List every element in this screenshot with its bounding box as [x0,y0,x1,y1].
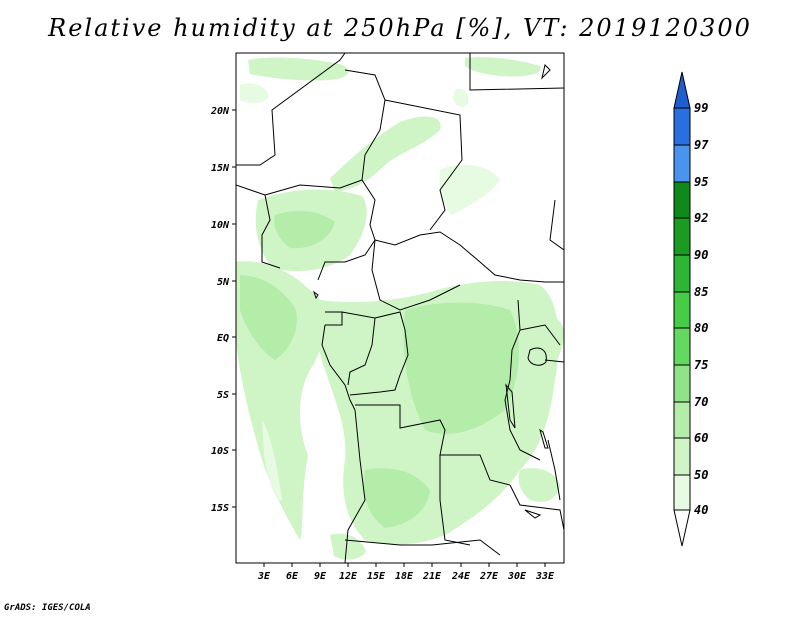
lat-label: 10S [211,446,229,457]
humidity-patch-sahel-east [439,164,500,215]
border-line [509,484,564,531]
colorbar-label: 50 [694,468,708,482]
border-line [544,359,564,363]
border-line [349,311,409,396]
border-line [325,311,343,326]
humidity-patch-west-africa-inner [274,210,335,249]
lat-label: 5N [217,277,230,288]
colorbar-labels: 99 97 95 92 90 85 80 75 70 60 50 40 [694,101,709,517]
humidity-patch-north-west-2 [240,83,269,104]
border-line [519,324,561,346]
lat-axis: 20N 15N 10N 5N EQ 5S 10S 15S [210,106,236,514]
lon-label: 21E [422,571,442,582]
lat-label: 15N [211,163,230,174]
lon-label: 3E [257,571,271,582]
border-line [321,324,356,411]
colorbar-label: 90 [694,248,708,262]
colorbar-box [673,254,691,293]
footer-credit: GrADS: IGES/COLA [4,603,91,613]
humidity-patch-north-east-2 [453,88,469,107]
humidity-patch-south-inner [363,468,430,528]
colorbar-label: 85 [694,285,708,299]
colorbar-label: 92 [694,211,708,225]
lake-outline [524,509,542,519]
lat-label: 10N [211,220,230,231]
lat-label: 20N [210,106,230,117]
border-line [344,539,432,546]
border-line [549,199,564,251]
country-borders [236,53,564,563]
colorbar-label: 75 [694,358,708,372]
colorbar-box [673,217,691,256]
lon-label: 30E [507,571,527,582]
humidity-patch-central-inner [403,302,520,434]
lon-label: 27E [479,571,499,582]
colorbar [673,71,691,547]
colorbar-box [673,364,691,403]
lon-label: 33E [535,571,555,582]
lon-label: 6E [286,571,299,582]
border-line [371,239,461,311]
lake-outline [527,347,547,366]
border-line [504,299,541,461]
colorbar-label: 70 [694,395,708,409]
humidity-patch-kenya [528,314,564,372]
colorbar-box [673,401,691,439]
humidity-patch-north-west [248,57,349,81]
border-line [341,311,376,386]
border-line [236,184,281,269]
humidity-patch-south-east [518,468,560,502]
colorbar-label: 80 [694,321,708,335]
humidity-field [236,57,564,560]
colorbar-box [673,437,691,476]
humidity-patch-south-west-streak [262,420,282,501]
colorbar-label: 40 [694,503,708,517]
lon-axis: 3E 6E 9E 12E 15E 18E 21E 24E 27E 30E 33E [257,563,555,582]
humidity-patch-south-bottom [330,533,366,560]
border-line [355,404,511,486]
map-frame [235,52,565,564]
lake-outline [505,383,516,429]
border-line [469,53,564,91]
border-line [236,53,346,166]
colorbar-label: 95 [694,175,708,189]
lake-outline [539,428,549,449]
border-line [264,179,376,281]
humidity-patch-sahel-band [330,116,441,192]
border-line [384,99,463,231]
lon-label: 24E [451,571,471,582]
border-line [344,409,366,563]
humidity-patch-gulf-inner [240,275,297,360]
map-title: Relative humidity at 250hPa [%], VT: 201… [48,14,752,42]
lon-label: 12E [339,571,358,582]
lat-label: 15S [211,503,229,514]
border-line [374,231,564,283]
border-line [431,539,501,556]
colorbar-cap-top [673,71,691,109]
colorbar-label: 99 [694,101,708,115]
lon-label: 18E [395,571,414,582]
humidity-patch-north-east [465,57,541,77]
colorbar-box [673,474,691,511]
colorbar-box [673,291,691,329]
colorbar-box [673,181,691,219]
colorbar-label: 97 [694,138,709,152]
border-line [344,69,386,181]
island-outline [313,290,319,300]
colorbar-box [673,144,691,183]
border-line [547,439,561,501]
colorbar-label: 60 [694,431,708,445]
colorbar-box [673,107,691,146]
lat-label: EQ [217,333,229,344]
colorbar-cap-bottom [673,509,691,547]
lon-label: 9E [314,571,327,582]
colorbar-box [673,327,691,366]
island-outline [541,64,551,80]
lon-label: 15E [367,571,386,582]
lat-label: 5S [217,390,229,401]
